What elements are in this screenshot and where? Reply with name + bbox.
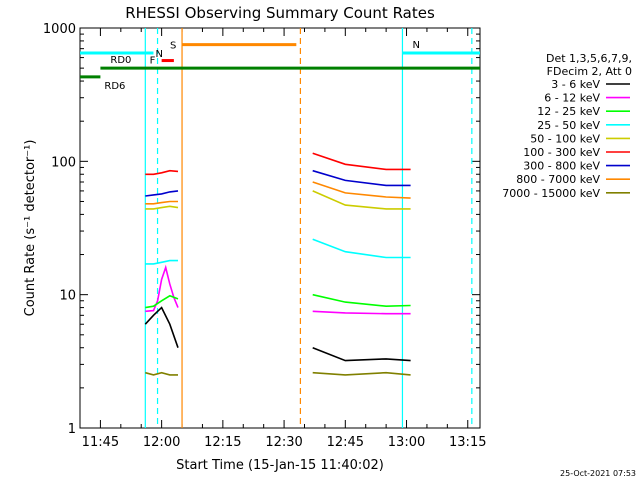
series-line — [145, 264, 179, 313]
series-line — [145, 371, 178, 376]
series-line — [144, 306, 179, 348]
plot-area: 1 10 100 1000 11:45 12:00 12:15 12:30 12:45 13:00… — [43, 22, 487, 450]
series-line — [145, 294, 179, 309]
footer-timestamp: 25-Oct-2021 07:53 — [560, 469, 636, 478]
legend-item-label: 6 - 12 keV — [544, 92, 600, 105]
series-line — [145, 190, 179, 197]
legend-header: FDecim 2, Att 0 — [547, 65, 632, 78]
x-tick-label: 12:00 — [143, 435, 180, 450]
x-tick-label: 12:30 — [265, 435, 302, 450]
legend: Det 1,3,5,6,7,9,FDecim 2, Att 03 - 6 keV… — [502, 52, 632, 200]
series-line — [312, 346, 411, 362]
series-line — [145, 200, 178, 205]
series-line — [145, 205, 179, 210]
flag-label: F — [150, 56, 156, 67]
series-line — [312, 293, 411, 308]
y-tick-label: 100 — [51, 155, 76, 170]
y-axis-label: Count Rate (s⁻¹ detector⁻¹) — [23, 140, 38, 317]
legend-item-label: 25 - 50 keV — [537, 119, 600, 132]
x-axis-label: Start Time (15-Jan-15 11:40:02) — [176, 458, 384, 473]
x-tick-label: 13:00 — [388, 435, 425, 450]
series-line — [312, 238, 411, 259]
flag-label: RD6 — [104, 81, 125, 92]
series-line — [312, 190, 411, 210]
legend-item-label: 3 - 6 keV — [551, 78, 600, 91]
plot-frame — [79, 27, 481, 429]
legend-item-label: 800 - 7000 keV — [516, 173, 600, 186]
flag-label: RD0 — [110, 55, 131, 66]
legend-item-label: 100 - 300 keV — [523, 146, 600, 159]
flag-label: S — [170, 41, 176, 52]
flag-label: N — [155, 49, 162, 60]
series-line — [312, 371, 411, 376]
series-line — [312, 310, 411, 315]
series-line — [312, 152, 411, 171]
legend-item-label: 50 - 100 keV — [530, 132, 600, 145]
x-tick-label: 13:15 — [449, 435, 486, 450]
legend-header: Det 1,3,5,6,7,9, — [546, 52, 632, 65]
chart-title: RHESSI Observing Summary Count Rates — [125, 4, 435, 22]
legend-item-label: 12 - 25 keV — [537, 105, 600, 118]
series-line — [312, 181, 411, 199]
x-tick-label: 11:45 — [82, 435, 119, 450]
x-tick-label: 12:45 — [327, 435, 364, 450]
series-line — [312, 169, 411, 187]
y-tick-label: 1 — [68, 422, 76, 437]
y-tick-label: 10 — [59, 289, 76, 304]
series-line — [145, 169, 179, 176]
legend-item-label: 300 - 800 keV — [523, 160, 600, 173]
x-tick-label: 12:15 — [204, 435, 241, 450]
y-tick-label: 1000 — [43, 22, 76, 37]
legend-item-label: 7000 - 15000 keV — [502, 187, 600, 200]
flag-label: N — [412, 40, 419, 51]
series-line — [145, 259, 178, 265]
